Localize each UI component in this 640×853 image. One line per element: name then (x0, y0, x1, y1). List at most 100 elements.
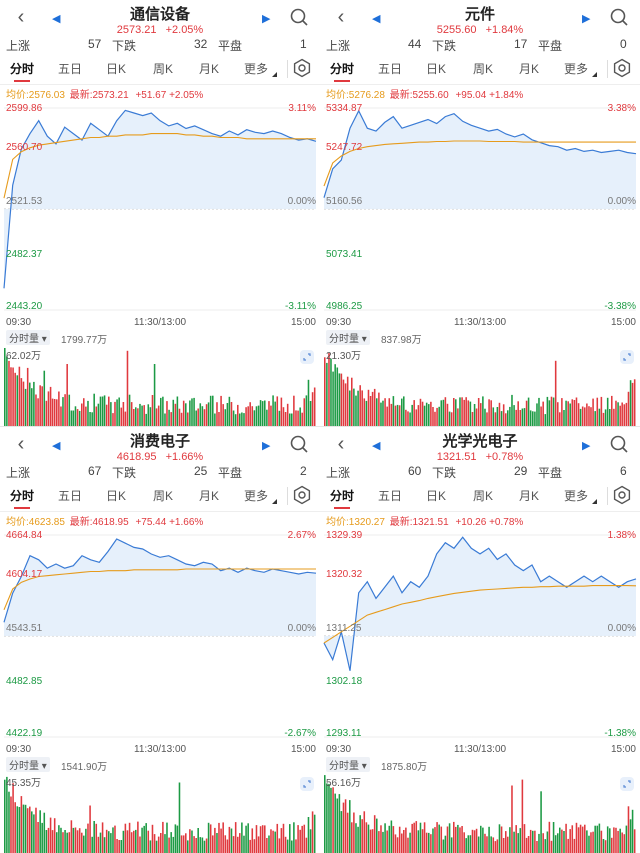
tab-1[interactable]: 五日 (378, 62, 403, 76)
pct-label-top: 1.38% (607, 530, 636, 541)
next-triangle-icon[interactable]: ▶ (582, 13, 591, 25)
tab-0[interactable]: 分时 (330, 62, 355, 82)
volume-dropdown[interactable]: 分时量 ▾ (326, 757, 370, 772)
volume-bar (600, 830, 603, 853)
volume-amount: 1875.80万 (381, 762, 428, 773)
volume-bar (293, 395, 295, 426)
volume-bar (205, 838, 208, 853)
back-icon[interactable]: ‹ (17, 6, 25, 28)
expand-icon[interactable] (620, 777, 634, 791)
price-line (323, 109, 637, 198)
tab-0[interactable]: 分时 (10, 489, 35, 509)
prev-triangle-icon[interactable]: ◀ (52, 440, 61, 452)
back-icon[interactable]: ‹ (337, 433, 345, 455)
volume-bar (166, 401, 168, 426)
volume-bar (380, 825, 382, 853)
next-triangle-icon[interactable]: ▶ (262, 440, 271, 452)
volume-bar (450, 837, 453, 853)
tab-5[interactable]: 更多 (564, 62, 589, 76)
tab-5[interactable]: 更多 (244, 62, 269, 76)
prev-triangle-icon[interactable]: ◀ (372, 440, 381, 452)
volume-bar (586, 403, 588, 426)
volume-bar (68, 832, 71, 853)
volume-bar (588, 406, 590, 426)
volume-bar (72, 410, 75, 426)
more-dropdown-icon[interactable] (592, 499, 597, 504)
volume-bar (484, 833, 486, 853)
prev-triangle-icon[interactable]: ◀ (52, 13, 61, 25)
more-dropdown-icon[interactable] (592, 72, 597, 77)
tab-4[interactable]: 月K (199, 489, 220, 503)
tab-3[interactable]: 周K (473, 489, 494, 503)
expand-icon[interactable] (620, 350, 634, 364)
prev-triangle-icon[interactable]: ◀ (372, 13, 381, 25)
expand-icon[interactable] (300, 350, 314, 364)
time-close: 15:00 (610, 744, 636, 755)
volume-bar (274, 831, 276, 853)
search-icon[interactable] (608, 433, 630, 455)
tab-2[interactable]: 日K (426, 62, 447, 76)
volume-bar (282, 823, 285, 853)
tab-0[interactable]: 分时 (10, 62, 35, 82)
tab-1[interactable]: 五日 (58, 489, 83, 503)
tab-4[interactable]: 月K (199, 62, 220, 76)
back-icon[interactable]: ‹ (17, 433, 25, 455)
intraday-chart[interactable] (0, 527, 320, 741)
tab-0[interactable]: 分时 (330, 489, 355, 509)
volume-bar (187, 840, 189, 853)
volume-dropdown[interactable]: 分时量 ▾ (326, 330, 370, 345)
volume-bar (309, 829, 312, 853)
tab-5[interactable]: 更多 (244, 489, 269, 503)
pct-label-top: 2.67% (287, 530, 316, 541)
volume-bar (199, 403, 202, 426)
volume-bar (563, 410, 565, 426)
gear-icon[interactable] (612, 58, 632, 78)
volume-dropdown[interactable]: 分时量 ▾ (6, 330, 50, 345)
volume-amount: 837.98万 (381, 335, 422, 346)
intraday-chart[interactable] (320, 527, 640, 741)
expand-icon[interactable] (300, 777, 314, 791)
volume-bar (421, 401, 424, 426)
volume-bar (371, 829, 374, 853)
avg-line (323, 585, 637, 644)
gear-icon[interactable] (292, 485, 312, 505)
tab-5[interactable]: 更多 (564, 489, 589, 503)
volume-bar (324, 357, 326, 426)
gear-icon[interactable] (612, 485, 632, 505)
gear-icon[interactable] (292, 58, 312, 78)
volume-bar (444, 397, 447, 426)
volume-bar (490, 400, 492, 426)
search-icon[interactable] (288, 433, 310, 455)
volume-bar (384, 398, 386, 426)
volume-bar (613, 827, 615, 853)
period-tabs: 分时 五日 日K 周K 月K 更多 (320, 54, 640, 85)
y-label-upper: 1320.32 (326, 569, 363, 580)
search-icon[interactable] (288, 6, 310, 28)
volume-bar (243, 413, 245, 426)
tab-3[interactable]: 周K (153, 62, 174, 76)
tab-3[interactable]: 周K (473, 62, 494, 76)
volume-bar (145, 413, 147, 426)
more-dropdown-icon[interactable] (272, 499, 277, 504)
tab-1[interactable]: 五日 (378, 489, 403, 503)
more-dropdown-icon[interactable] (272, 72, 277, 77)
volume-bar (611, 837, 613, 853)
tab-2[interactable]: 日K (106, 489, 127, 503)
tab-3[interactable]: 周K (153, 489, 174, 503)
next-triangle-icon[interactable]: ▶ (582, 440, 591, 452)
back-icon[interactable]: ‹ (337, 6, 345, 28)
volume-bar (432, 828, 434, 853)
intraday-chart[interactable] (0, 100, 320, 314)
volume-dropdown[interactable]: 分时量 ▾ (6, 757, 50, 772)
volume-bar (332, 371, 334, 426)
tab-2[interactable]: 日K (106, 62, 127, 76)
intraday-chart[interactable] (320, 100, 640, 314)
volume-bar (623, 834, 626, 853)
tab-1[interactable]: 五日 (58, 62, 83, 76)
search-icon[interactable] (608, 6, 630, 28)
next-triangle-icon[interactable]: ▶ (262, 13, 271, 25)
tab-2[interactable]: 日K (426, 489, 447, 503)
tab-4[interactable]: 月K (519, 62, 540, 76)
tab-4[interactable]: 月K (519, 489, 540, 503)
volume-bar (604, 409, 607, 426)
